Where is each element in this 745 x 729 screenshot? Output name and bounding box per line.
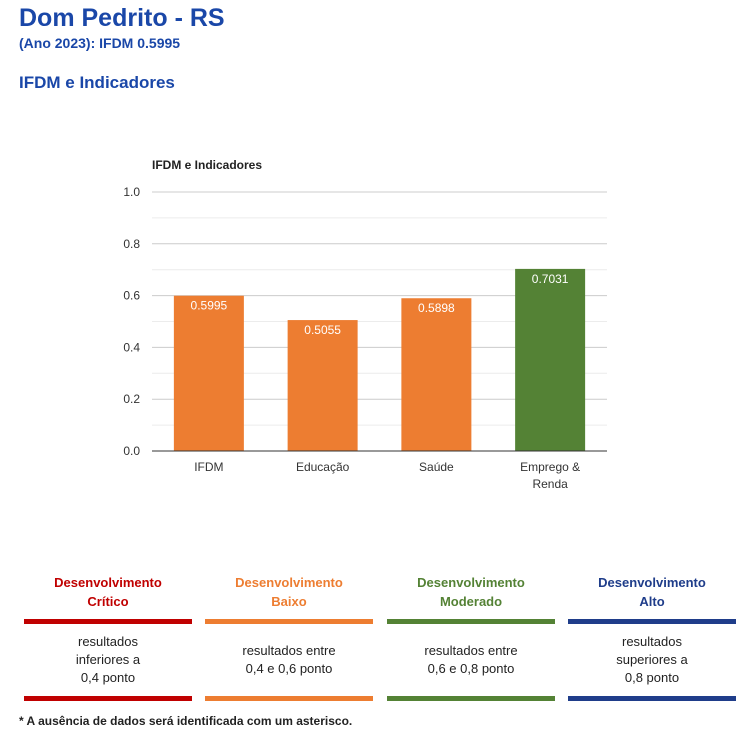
legend-description-line: inferiores a [75, 652, 141, 667]
legend-title-line: Moderado [439, 594, 503, 609]
y-tick-label: 0.8 [123, 237, 140, 251]
bar-value-label: 0.5898 [418, 301, 455, 315]
bar-3 [515, 268, 586, 451]
legend-title: Desenvolvimento Alto [568, 573, 736, 617]
legend-title: Desenvolvimento Baixo [205, 573, 373, 617]
bar-0 [173, 295, 244, 451]
legend-color-bar [24, 619, 192, 624]
legend-title-line: Desenvolvimento [417, 575, 525, 590]
legend-description-line: superiores a [616, 652, 688, 667]
legend-description: resultados superiores a 0,8 ponto [568, 624, 736, 696]
y-tick-label: 0.4 [123, 340, 140, 354]
legend-title-line: Desenvolvimento [598, 575, 706, 590]
y-tick-label: 0.2 [123, 392, 140, 406]
legend-title-line: Desenvolvimento [54, 575, 162, 590]
legend-title-line: Baixo [271, 594, 307, 609]
chart-title: IFDM e Indicadores [152, 158, 262, 172]
y-tick-label: 1.0 [123, 185, 140, 199]
section-title: IFDM e Indicadores [19, 73, 175, 92]
legend-description-line: resultados entre [242, 643, 336, 658]
legend-color-bar [387, 696, 555, 701]
legend-description-line: resultados entre [424, 643, 518, 658]
legend-description-line: 0,4 ponto [80, 670, 136, 685]
legend-item: Desenvolvimento Baixo resultados entre 0,4 … [205, 573, 373, 701]
legend-title: Desenvolvimento Crítico [24, 573, 192, 617]
legend-title: Desenvolvimento Moderado [387, 573, 555, 617]
legend-color-bar [205, 619, 373, 624]
x-tick-label: IFDM [194, 460, 223, 474]
y-tick-label: 0.0 [123, 444, 140, 458]
x-tick-label: Educação [296, 460, 350, 474]
legend-description-line: 0,6 e 0,8 ponto [427, 661, 515, 676]
legend-color-bar [387, 619, 555, 624]
bar-value-label: 0.5995 [191, 299, 228, 313]
legend-title-line: Desenvolvimento [235, 575, 343, 590]
page-subtitle: (Ano 2023): IFDM 0.5995 [19, 35, 181, 51]
legend-item: Desenvolvimento Moderado resultados entre 0… [387, 573, 555, 701]
bar-value-label: 0.7031 [532, 272, 569, 286]
legend-description: resultados entre 0,6 e 0,8 ponto [387, 624, 555, 696]
bar-1 [287, 320, 358, 451]
legend-color-bar [568, 619, 736, 624]
bar-value-label: 0.5055 [304, 323, 341, 337]
ifdm-bar-chart: IFDM e Indicadores 0.0 0.2 0.4 0.6 0.8 1.0 0.59… [123, 158, 607, 491]
legend-description-line: 0,8 ponto [624, 670, 680, 685]
legend-description-line: resultados [622, 634, 682, 649]
legend-title-line: Crítico [87, 594, 129, 609]
legend-title-line: Alto [639, 594, 665, 609]
legend-description-line: resultados [78, 634, 138, 649]
legend-description-line: 0,4 e 0,6 ponto [245, 661, 333, 676]
legend-color-bar [205, 696, 373, 701]
legend-item: Desenvolvimento Crítico resultados inferior… [24, 573, 192, 701]
x-tick-label: Saúde [419, 460, 454, 474]
footnote: * A ausência de dados será identificada … [19, 714, 353, 728]
legend-item: Desenvolvimento Alto resultados superiores … [568, 573, 736, 701]
legend-color-bar [568, 696, 736, 701]
legend-color-bar [24, 696, 192, 701]
legend-description: resultados inferiores a 0,4 ponto [24, 624, 192, 696]
y-tick-label: 0.6 [123, 289, 140, 303]
bar-2 [401, 298, 472, 451]
page-title: Dom Pedrito - RS [19, 4, 225, 32]
x-tick-label: Emprego & Renda [520, 460, 580, 491]
legend-description: resultados entre 0,4 e 0,6 ponto [205, 624, 373, 696]
